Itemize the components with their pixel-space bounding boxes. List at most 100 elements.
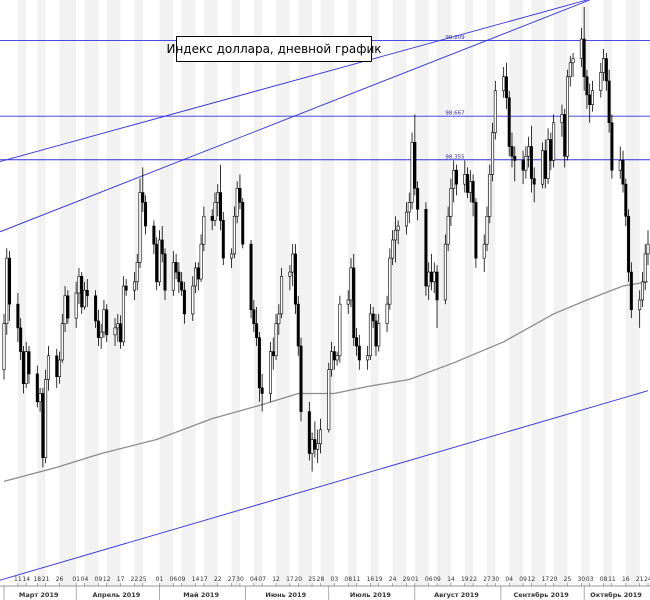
day-tick-label: 09 — [519, 576, 527, 583]
day-tick-label: 11 — [608, 576, 616, 583]
candle-body — [466, 174, 470, 193]
week-band — [203, 0, 218, 586]
candle-body — [199, 243, 203, 280]
candle-body — [435, 271, 439, 301]
candle-body — [552, 122, 556, 161]
candle-body — [230, 253, 234, 259]
day-tick-label: 22 — [214, 576, 222, 583]
day-tick-label: 12 — [272, 576, 280, 583]
candle-body — [527, 146, 531, 157]
candle-body — [599, 72, 603, 91]
day-tick-label: 19 — [461, 576, 469, 583]
candle-body — [296, 303, 300, 347]
candle-body — [41, 393, 45, 458]
candle-body — [510, 146, 514, 157]
week-band — [17, 0, 27, 586]
day-tick-label: 04 — [81, 576, 89, 583]
alternating-week-bands — [17, 0, 640, 586]
candle-body — [546, 139, 550, 179]
day-tick-label: 09 — [433, 576, 441, 583]
candle-body — [202, 215, 206, 245]
candle-body — [443, 243, 447, 301]
day-tick-label: 08 — [344, 576, 352, 583]
candle-body — [485, 215, 489, 245]
candle-body — [502, 76, 506, 91]
candle-body — [46, 355, 50, 380]
candle-body — [63, 295, 67, 324]
day-tick-label: 20 — [550, 576, 558, 583]
candle-body — [529, 146, 533, 179]
candle-body — [44, 379, 48, 458]
week-band — [181, 0, 196, 586]
day-tick-label: 06 — [170, 576, 178, 583]
candle-body — [260, 387, 264, 394]
trendlines — [0, 0, 649, 581]
day-tick-label: 27 — [483, 576, 491, 583]
week-band — [320, 0, 335, 586]
candle-body — [113, 327, 117, 336]
candle-body — [491, 132, 495, 175]
candle-body — [291, 253, 295, 273]
candle-body — [393, 229, 397, 241]
candle-body — [407, 202, 411, 213]
candle-body — [124, 285, 128, 291]
candle-body — [252, 309, 256, 324]
month-label: Октябрь 2019 — [590, 591, 642, 599]
candle-body — [105, 309, 109, 336]
month-label: Июнь 2019 — [265, 591, 306, 599]
candle-body — [119, 323, 123, 343]
day-tick-label: 06 — [425, 576, 433, 583]
candle-body — [182, 289, 186, 315]
candle-body — [646, 243, 650, 255]
candle-body — [66, 295, 70, 319]
x-axis: 11 14 18 21 26 01 04 09 12 17 22 25 01 06 09 14 17 22 27 30… — [0, 576, 650, 600]
day-tick-label: 25 — [139, 576, 147, 583]
candle-body — [355, 337, 359, 347]
week-band — [464, 0, 474, 586]
week-band — [134, 0, 143, 586]
candle-body — [429, 271, 433, 283]
candle-body — [38, 393, 42, 403]
day-tick-label: 14 — [22, 576, 30, 583]
level-label: 99,209 — [445, 35, 465, 41]
candle-body — [155, 243, 159, 283]
candle-body — [579, 38, 583, 59]
candle-body — [310, 439, 314, 454]
candle-body — [221, 220, 225, 259]
candle-body — [274, 323, 278, 357]
day-tick-label: 01 — [72, 576, 80, 583]
candle-body — [144, 202, 148, 227]
candle-body — [174, 262, 178, 273]
candle-body — [177, 271, 181, 283]
candle-body — [521, 160, 525, 171]
day-tick-label: 22 — [469, 576, 477, 583]
candle-body — [357, 345, 361, 361]
week-band — [159, 0, 174, 586]
candle-body — [19, 327, 23, 352]
candle-body — [374, 320, 378, 347]
candle-body — [299, 345, 303, 412]
day-tick-label: 19 — [375, 576, 383, 583]
candle-body — [385, 303, 389, 324]
day-tick-label: 30 — [236, 576, 244, 583]
moving-average-line — [3, 281, 649, 483]
candle-body — [27, 351, 31, 375]
candles — [2, 6, 650, 472]
candle-body — [216, 192, 220, 203]
day-tick-label: 17 — [200, 576, 208, 583]
candle-body — [35, 373, 39, 403]
week-band — [603, 0, 612, 586]
day-tick-label: 08 — [600, 576, 608, 583]
candle-body — [338, 303, 342, 357]
week-band — [106, 0, 121, 586]
candle-body — [585, 76, 589, 96]
candle-body — [549, 139, 553, 161]
candle-body — [493, 90, 497, 133]
day-tick-label: 30 — [492, 576, 500, 583]
week-band — [231, 0, 240, 586]
day-tick-label: 09 — [178, 576, 186, 583]
candle-body — [388, 257, 392, 305]
candle-body — [452, 169, 456, 189]
candle-body — [563, 114, 567, 157]
